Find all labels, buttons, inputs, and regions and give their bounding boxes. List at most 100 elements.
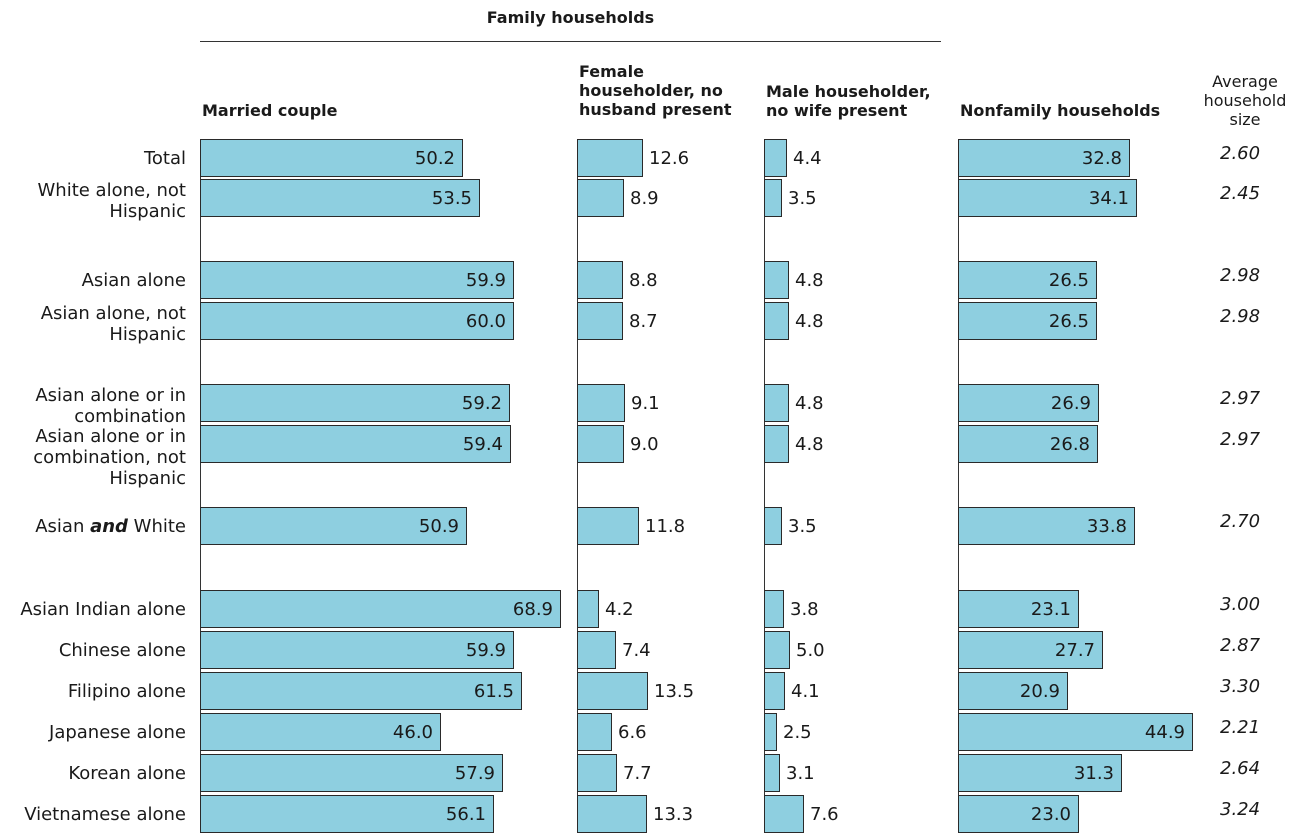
data-label-nonfamily: 23.0 [1030,804,1071,825]
row-label-line: Filipino alone [67,681,186,702]
average-size-value: 2.45 [1220,183,1261,204]
bar-married [200,672,522,710]
data-label-nonfamily: 26.5 [1048,270,1089,291]
bar-male [764,672,785,710]
data-label-married: 59.4 [462,434,503,455]
column-header-line: householder, no [579,81,723,100]
bar-married [200,179,480,217]
row-label-line: combination [74,406,186,427]
bar-female [577,507,639,545]
average-size-value: 3.24 [1220,799,1261,820]
data-label-male: 2.5 [783,722,812,743]
data-label-male: 4.8 [795,393,824,414]
average-size-value: 2.64 [1220,758,1261,779]
data-label-female: 9.0 [630,434,659,455]
bar-male [764,631,790,669]
family-households-rule [200,41,941,42]
data-label-female: 7.4 [622,640,651,661]
row-label: Asian alone or in combination, not Hispani… [33,426,186,489]
data-label-male: 5.0 [796,640,825,661]
data-label-male: 4.8 [795,270,824,291]
data-label-nonfamily: 23.1 [1030,599,1071,620]
axis-line-married [200,139,201,832]
bar-female [577,672,648,710]
row-label-line: Asian alone or in [35,385,186,406]
data-label-married: 61.5 [473,681,514,702]
bar-nonfamily [958,672,1068,710]
data-label-female: 8.9 [630,188,659,209]
data-label-nonfamily: 26.5 [1048,311,1089,332]
data-label-married: 57.9 [454,763,495,784]
bar-married [200,713,441,751]
bar-married [200,261,514,299]
column-header-line: Married couple [202,101,338,120]
data-label-male: 4.8 [795,434,824,455]
bar-male [764,795,804,833]
row-label-line: Asian alone [81,270,186,291]
row-label-line: Japanese alone [49,722,186,743]
bar-nonfamily [958,754,1122,792]
bar-male [764,425,789,463]
axis-line-female [577,139,578,832]
data-label-nonfamily: 20.9 [1019,681,1060,702]
row-label-line: Vietnamese alone [24,804,186,825]
row-label-part: and [90,516,128,537]
data-label-male: 7.6 [810,804,839,825]
data-label-married: 59.9 [465,640,506,661]
data-label-female: 8.7 [629,311,658,332]
row-label-part: Asian [35,516,91,537]
data-label-female: 4.2 [605,599,634,620]
bar-married [200,507,467,545]
bar-nonfamily [958,302,1097,340]
average-size-value: 2.70 [1220,511,1261,532]
row-label: Vietnamese alone [24,804,186,825]
family-households-header: Family households [486,8,655,27]
data-label-married: 68.9 [512,599,553,620]
row-label-line: Asian alone, not [40,303,186,324]
bar-nonfamily [958,590,1079,628]
column-header-married: Married couple [202,101,338,120]
average-size-value: 2.60 [1220,143,1261,164]
bar-female [577,384,625,422]
data-label-male: 3.8 [790,599,819,620]
bar-married [200,590,561,628]
bar-nonfamily [958,384,1099,422]
average-size-value: 3.30 [1220,676,1261,697]
bar-male [764,713,777,751]
average-size-value: 2.21 [1220,717,1261,738]
bar-male [764,302,789,340]
bar-female [577,139,643,177]
bar-married [200,384,510,422]
average-size-value: 2.97 [1220,429,1261,450]
row-label-line: Hispanic [109,468,186,489]
average-size-header-line: size [1229,110,1261,129]
data-label-nonfamily: 27.7 [1054,640,1095,661]
data-label-nonfamily: 26.9 [1050,393,1091,414]
average-size-value: 3.00 [1220,594,1261,615]
data-label-nonfamily: 44.9 [1144,722,1185,743]
row-label: Asian Indian alone [20,599,186,620]
data-label-married: 60.0 [465,311,506,332]
bar-married [200,754,503,792]
data-label-male: 3.5 [788,188,817,209]
row-label: White alone, not Hispanic [37,180,186,222]
bar-nonfamily [958,631,1103,669]
data-label-female: 13.3 [653,804,694,825]
column-header-male: Male householder, no wife present [766,82,931,120]
row-label: Japanese alone [49,722,186,743]
bar-male [764,590,784,628]
data-label-male: 3.5 [788,516,817,537]
axis-line-male [764,139,765,832]
bar-female [577,590,599,628]
bar-married [200,302,514,340]
row-label-line: Hispanic [109,324,186,345]
bar-male [764,384,789,422]
row-label: Korean alone [68,763,186,784]
average-size-header: Average household size [1192,72,1298,129]
row-label: Asian alone [82,270,186,291]
bar-nonfamily [958,713,1193,751]
data-label-nonfamily: 33.8 [1086,516,1127,537]
row-label-line: combination, not [33,447,186,468]
row-label: Filipino alone [68,681,186,702]
data-label-married: 50.2 [414,148,455,169]
